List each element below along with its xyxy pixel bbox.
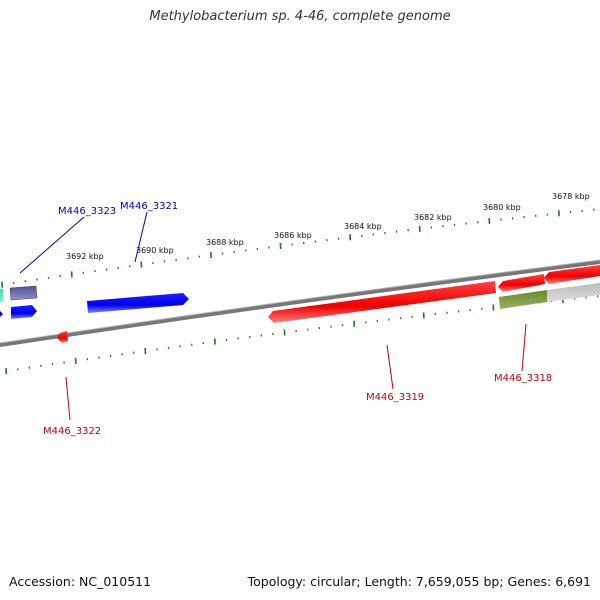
gene-m446-3319[interactable] — [268, 281, 496, 323]
tick-label: 3690 kbp — [136, 246, 174, 255]
gene-label[interactable]: M446_3321 — [120, 201, 178, 212]
genome-summary-text: Topology: circular; Length: 7,659,055 bp… — [247, 574, 591, 589]
gene-forward-right-red-1[interactable] — [498, 274, 545, 292]
gene-forward-left-edge[interactable] — [0, 311, 3, 317]
tick-label: 3688 kbp — [206, 238, 244, 247]
tick-label: 3684 kbp — [344, 222, 382, 231]
leader-line-m446-3323 — [19, 216, 85, 274]
leader-line-m446-3321 — [134, 211, 148, 263]
gene-m446-3322[interactable] — [57, 331, 68, 343]
gene-forward-blue-small[interactable] — [11, 305, 37, 319]
gene-teal[interactable] — [0, 289, 3, 302]
outer-tick-track — [1, 208, 595, 288]
leader-line-m446-3318 — [521, 323, 527, 372]
gene-label[interactable]: M446_3318 — [494, 373, 552, 384]
tick-label: 3680 kbp — [483, 203, 521, 212]
tick-label: 3678 kbp — [552, 192, 590, 201]
gene-m446-3323[interactable] — [9, 285, 38, 301]
gene-label[interactable]: M446_3323 — [58, 206, 116, 217]
accession-text: Accession: NC_010511 — [9, 574, 152, 589]
tick-label: 3686 kbp — [274, 231, 312, 240]
diagram-title: Methylobacterium sp. 4-46, complete geno… — [149, 9, 451, 24]
gene-forward-right-red-2[interactable] — [544, 265, 600, 284]
genome-backbone — [0, 260, 600, 347]
leader-line-m446-3319 — [386, 344, 394, 390]
gene-label[interactable]: M446_3322 — [43, 426, 101, 437]
tick-label: 3682 kbp — [414, 213, 452, 222]
leader-line-m446-3322 — [65, 376, 71, 421]
gene-label[interactable]: M446_3319 — [366, 392, 424, 403]
gene-m446-3321[interactable] — [87, 293, 189, 313]
gene-grey-pseudo[interactable] — [547, 283, 600, 302]
gene-m446-3318[interactable] — [499, 290, 547, 309]
genome-backbone-highlight — [0, 259, 600, 344]
tick-label: 3692 kbp — [66, 252, 104, 261]
